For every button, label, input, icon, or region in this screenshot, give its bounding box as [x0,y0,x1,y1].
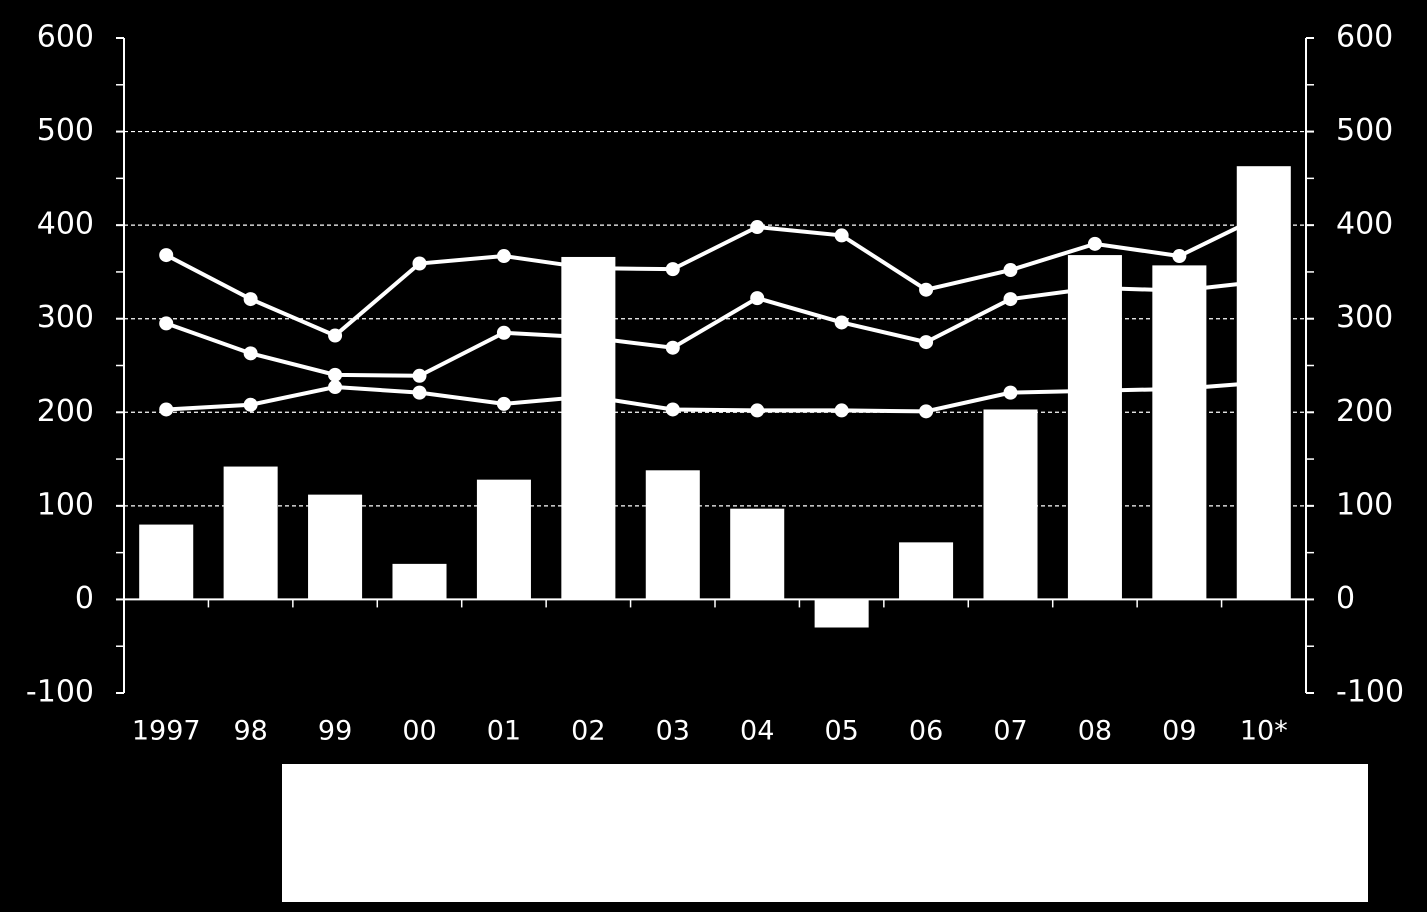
y2-tick-label: -100 [1336,675,1404,710]
marker [1003,385,1018,400]
x-tick-label: 07 [993,716,1027,747]
x-tick-label: 02 [571,716,605,747]
y2-tick-label: 600 [1336,20,1393,55]
marker [665,402,680,417]
marker [496,325,511,340]
marker [243,346,258,361]
marker [834,403,849,418]
marker [1003,263,1018,278]
y-tick-label: 600 [37,20,94,55]
y2-tick-label: 200 [1336,394,1393,429]
y-tick-label: 500 [37,113,94,148]
x-tick-label: 99 [318,716,352,747]
x-tick-label: 1997 [132,716,201,747]
y2-tick-label: 300 [1336,300,1393,335]
x-tick-label: 06 [909,716,943,747]
x-tick-label: 09 [1162,716,1196,747]
marker [834,228,849,243]
x-tick-label: 10* [1240,716,1288,747]
bar [1067,255,1122,600]
marker [412,368,427,383]
bar [561,256,616,600]
x-tick-label: 03 [656,716,690,747]
marker [328,380,343,395]
bar [392,563,447,600]
marker [496,249,511,264]
x-tick-label: 98 [233,716,267,747]
marker [665,262,680,277]
marker [1087,236,1102,251]
marker [834,315,849,330]
marker [919,404,934,419]
y2-tick-label: 500 [1336,113,1393,148]
bar [645,470,700,600]
marker [243,292,258,307]
bar [730,508,785,600]
y-tick-label: 100 [37,487,94,522]
line [165,213,1265,338]
bar [1236,166,1291,600]
y2-tick-label: 0 [1336,581,1355,616]
bar [223,466,278,600]
marker [919,335,934,350]
marker [750,291,765,306]
x-tick-label: 05 [824,716,858,747]
y2-tick-label: 400 [1336,207,1393,242]
marker [1003,292,1018,307]
bar [814,599,869,628]
bar [139,524,194,600]
marker [159,402,174,417]
marker [1172,249,1187,264]
marker [159,316,174,331]
marker [159,248,174,263]
marker [412,385,427,400]
marker [496,396,511,411]
y-tick-label: 400 [37,207,94,242]
marker [328,328,343,343]
x-tick-label: 01 [487,716,521,747]
y-tick-label: 300 [37,300,94,335]
bar [899,542,954,600]
marker [665,340,680,355]
x-tick-label: 00 [402,716,436,747]
y-tick-label: -100 [26,675,94,710]
marker [750,403,765,418]
x-tick-label: 04 [740,716,774,747]
bar [1152,265,1207,600]
marker [750,220,765,235]
bar [308,494,363,600]
y-tick-label: 0 [75,581,94,616]
marker [412,256,427,271]
y2-tick-label: 100 [1336,487,1393,522]
bar [983,409,1038,600]
y-tick-label: 200 [37,394,94,429]
legend-box [282,764,1368,902]
bar [476,479,531,600]
x-tick-label: 08 [1078,716,1112,747]
marker [328,367,343,382]
marker [243,397,258,412]
marker [919,282,934,297]
